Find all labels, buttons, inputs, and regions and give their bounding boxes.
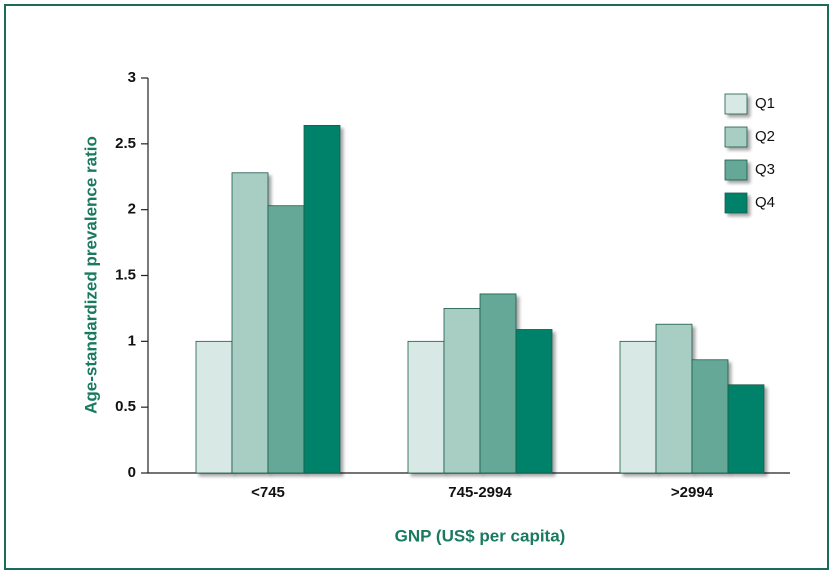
y-tick-label: 1.5 bbox=[115, 266, 136, 283]
y-tick-label: 2.5 bbox=[115, 135, 136, 152]
y-tick-label: 0.5 bbox=[115, 398, 136, 415]
bar bbox=[655, 323, 693, 474]
bar bbox=[195, 340, 233, 474]
y-tick-label: 3 bbox=[128, 69, 136, 86]
legend-swatch bbox=[724, 159, 748, 181]
x-tick-label: 745-2994 bbox=[448, 484, 512, 501]
bar bbox=[303, 125, 341, 474]
bar bbox=[515, 329, 553, 474]
legend-swatch bbox=[724, 126, 748, 148]
x-tick-label: >2994 bbox=[671, 484, 714, 501]
legend-swatch bbox=[724, 93, 748, 115]
bar bbox=[619, 340, 657, 474]
legend-label: Q4 bbox=[755, 194, 775, 211]
legend-label: Q3 bbox=[755, 161, 775, 178]
bar bbox=[231, 172, 269, 474]
legend-label: Q1 bbox=[755, 95, 775, 112]
bar bbox=[479, 293, 517, 474]
y-tick-label: 0 bbox=[128, 464, 136, 481]
frame bbox=[4, 4, 829, 570]
y-axis-label: Age-standardized prevalence ratio bbox=[81, 136, 100, 414]
bar bbox=[407, 340, 445, 474]
bar bbox=[727, 384, 765, 474]
legend-swatch bbox=[724, 192, 748, 214]
x-tick-label: <745 bbox=[251, 484, 285, 501]
bar bbox=[691, 359, 729, 474]
x-axis-label: GNP (US$ per capita) bbox=[395, 526, 566, 545]
y-tick-label: 1 bbox=[128, 332, 136, 349]
bar bbox=[267, 205, 305, 474]
y-tick-label: 2 bbox=[128, 201, 136, 218]
bar bbox=[443, 308, 481, 474]
legend-label: Q2 bbox=[755, 128, 775, 145]
